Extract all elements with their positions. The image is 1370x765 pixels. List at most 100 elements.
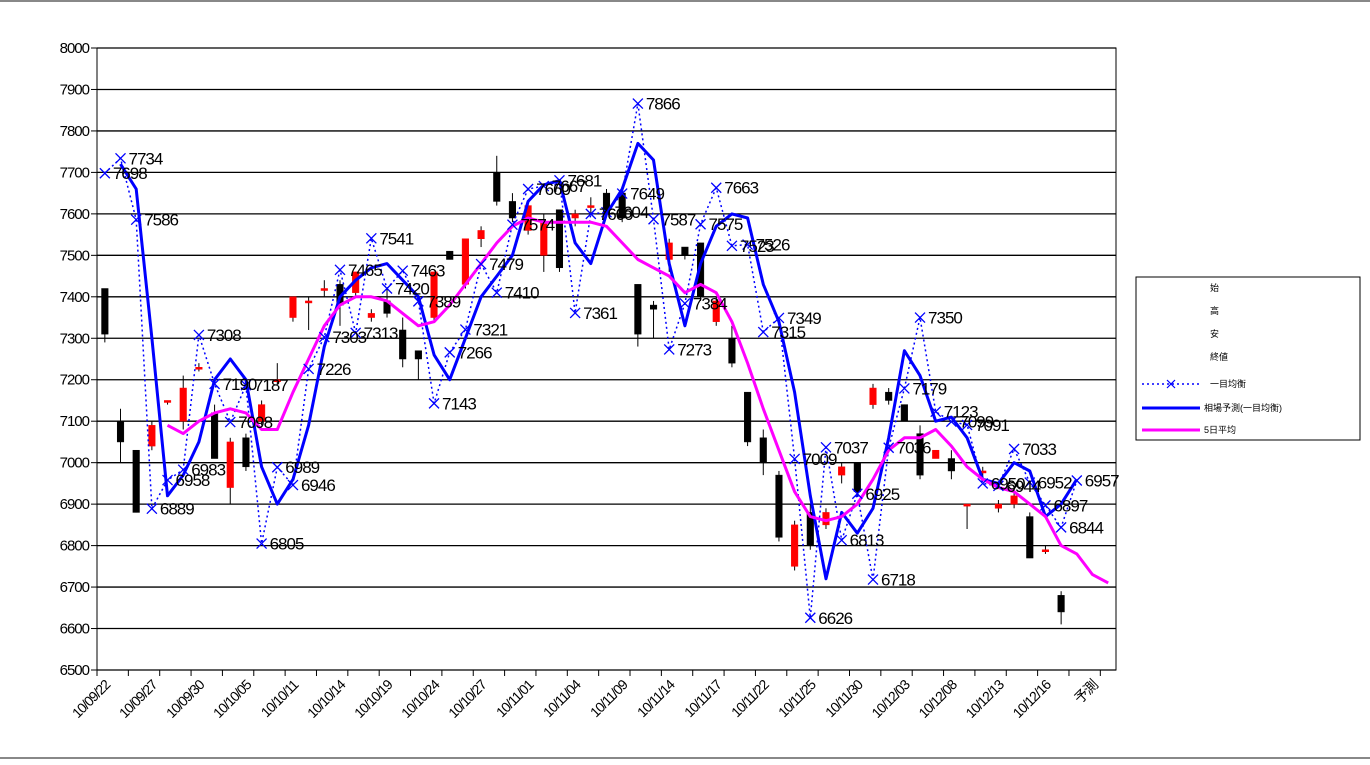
candle [916,425,924,480]
candle [273,363,281,384]
data-label: 7526 [756,236,790,255]
y-tick-label: 7300 [60,330,90,347]
candle-body [994,503,1002,509]
data-label: 7587 [662,210,696,229]
data-label: 7384 [693,294,727,313]
legend-item-ichimoku: 一目均衡 [1142,378,1246,389]
data-label: 7734 [129,149,163,168]
x-marker [491,287,503,299]
x-marker [381,283,393,294]
legend-label-ichimoku: 一目均衡 [1210,378,1246,389]
x-marker [365,232,377,244]
candle-body [947,458,955,472]
candle [367,309,375,322]
x-marker [898,382,910,394]
ma5-line [166,216,1109,585]
data-label: 7541 [379,229,413,248]
candle [320,280,328,297]
legend-item-close: 終値 [1210,351,1228,362]
candle [1010,491,1018,509]
x-marker [945,416,957,428]
candle [399,317,407,368]
candle [587,197,595,214]
candle-body [1041,549,1049,552]
x-marker [663,344,675,355]
legend-label-ma5: 5日平均 [1204,424,1236,435]
candle-body [712,300,720,322]
candle [728,325,736,368]
x-marker [318,331,330,343]
y-tick-label: 6800 [60,538,90,555]
candle-body [179,387,187,422]
x-marker [804,612,816,624]
candle [414,350,422,380]
candlesticks [101,155,1065,625]
y-tick-label: 7800 [60,123,90,140]
x-marker [961,419,973,431]
x-marker [679,297,691,309]
data-label: 7350 [928,309,962,328]
data-label: 6844 [1069,518,1103,537]
legend-label-low: 安 [1210,328,1219,339]
legend-item-forecast: 相場予測(一目均衡) [1142,402,1282,413]
candle-body [775,474,783,538]
candle-body [963,503,971,507]
y-tick-label: 7000 [60,455,90,472]
candle-body [226,441,234,488]
data-label: 7663 [724,179,758,198]
data-label: 6718 [881,571,915,590]
data-label: 6952 [1038,474,1072,493]
data-label: 7389 [426,292,460,311]
candle-body [634,284,642,335]
candle [759,429,767,476]
data-label: 7479 [489,255,523,274]
series-lines [104,102,1109,619]
data-label: 7315 [771,323,805,342]
x-marker [130,214,142,226]
data-label: 7660 [536,180,570,199]
x-marker [428,397,440,409]
x-marker [538,180,550,192]
candle [838,462,846,484]
grid-lines [96,47,1117,671]
x-marker [585,208,597,220]
candle [289,296,297,322]
candle-body [1057,595,1065,613]
data-label: 7349 [787,309,821,328]
candle [508,193,516,223]
candle-body [148,425,156,447]
data-label: 7266 [458,343,492,362]
x-marker [914,312,926,323]
legend-item-open: 始 [1210,282,1219,293]
candle [242,433,250,471]
y-tick-label: 6500 [60,662,90,679]
candle-body [164,400,172,403]
data-label: 7091 [975,416,1009,435]
y-tick-label: 6900 [60,496,90,513]
x-marker [209,378,221,390]
candle [900,404,908,422]
y-tick-label: 6600 [60,621,90,638]
legend-label-close: 終値 [1210,351,1228,362]
x-marker [162,474,174,486]
candle-body [1010,495,1018,505]
candle-body [430,271,438,318]
data-label: 7123 [944,403,978,422]
candle [101,288,109,343]
candle [179,375,187,430]
candle [681,246,689,260]
y-tick-label: 7200 [60,372,90,389]
data-label: 7009 [803,450,837,469]
candle [226,437,234,505]
x-marker [475,258,487,270]
candle-body [399,329,407,360]
candle [116,408,125,463]
y-tick-label: 6700 [60,579,90,596]
candle [1041,545,1049,554]
y-tick-label: 7500 [60,247,90,264]
data-label: 7681 [567,171,601,190]
x-marker [397,265,409,277]
data-label: 7604 [615,203,649,222]
forecast-line [119,141,1079,581]
data-label: 6626 [818,609,852,628]
